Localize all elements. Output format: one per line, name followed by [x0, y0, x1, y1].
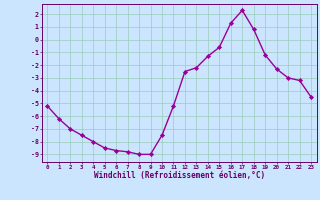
X-axis label: Windchill (Refroidissement éolien,°C): Windchill (Refroidissement éolien,°C) — [94, 171, 265, 180]
